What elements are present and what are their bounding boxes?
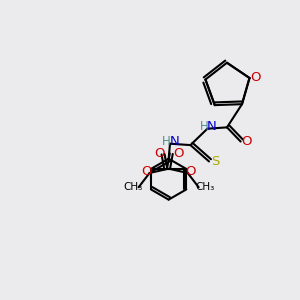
Text: O: O (173, 147, 183, 160)
Text: O: O (185, 165, 196, 178)
Text: H: H (162, 135, 171, 148)
Text: O: O (154, 147, 164, 160)
Text: O: O (142, 165, 152, 178)
Text: CH₃: CH₃ (123, 182, 142, 192)
Text: S: S (212, 155, 220, 168)
Text: H: H (200, 120, 209, 133)
Text: N: N (169, 135, 179, 148)
Text: O: O (250, 71, 261, 84)
Text: CH₃: CH₃ (195, 182, 214, 192)
Text: N: N (207, 120, 217, 133)
Text: O: O (242, 135, 252, 148)
